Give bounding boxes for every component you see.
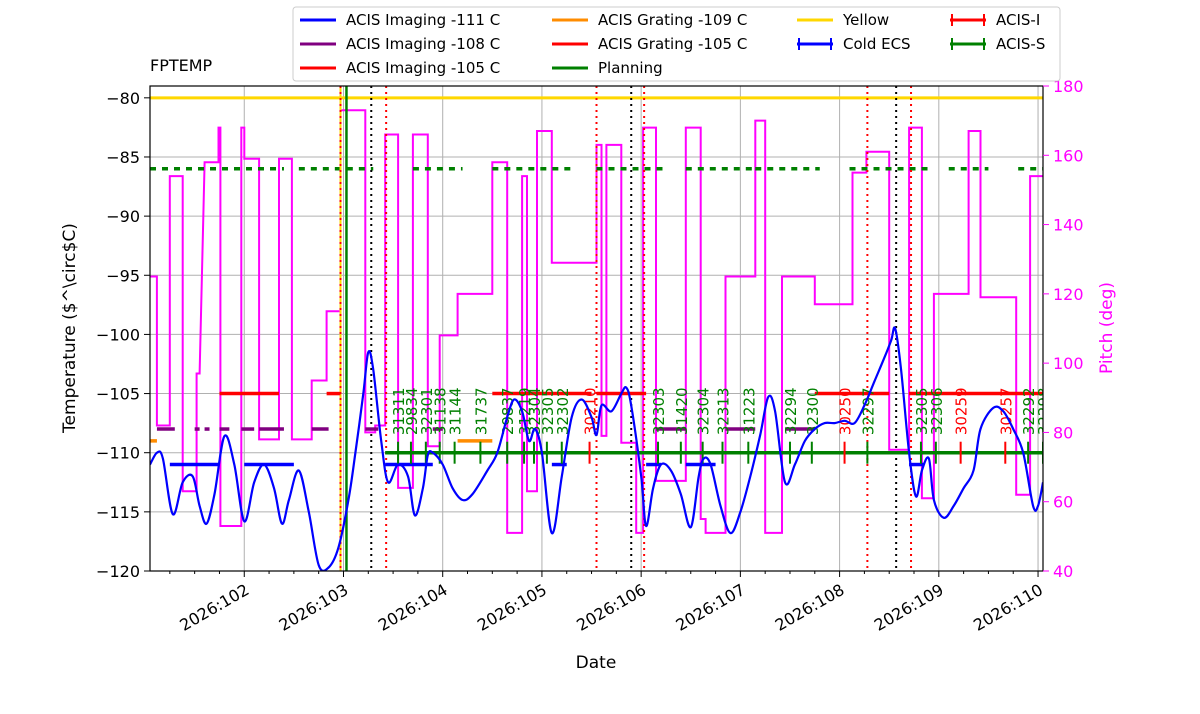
obsid-label: 32301	[418, 387, 436, 435]
legend-label: Cold ECS	[843, 35, 911, 53]
obsid-label: 31144	[447, 387, 465, 435]
y-tick-label: −120	[96, 562, 140, 581]
obsid-label: 32298	[1035, 387, 1053, 435]
obsid-label: 31223	[740, 387, 758, 435]
limit-bars	[150, 391, 1043, 467]
limit-lines	[150, 86, 1043, 571]
y2-tick-label: 140	[1053, 216, 1084, 235]
y-tick-label: −90	[106, 207, 140, 226]
x-axis-label: Date	[576, 653, 617, 673]
obsid-label: 31311	[390, 387, 408, 435]
obsid-label: 32302	[554, 387, 572, 435]
y-tick-label: −115	[96, 503, 140, 522]
y-tick-label: −105	[96, 385, 140, 404]
y2-axis-label: Pitch (deg)	[1097, 282, 1117, 374]
legend-label: ACIS Grating -109 C	[598, 11, 747, 29]
obsid-label: 32297	[859, 387, 877, 435]
obsid-label: 31219	[516, 387, 534, 435]
y-tick-label: −100	[96, 325, 140, 344]
obsid-label: 32304	[526, 387, 544, 435]
obsid-label: 32300	[804, 387, 822, 435]
obsid-label: 29834	[403, 387, 421, 435]
y2-tick-label: 180	[1053, 77, 1084, 96]
y2-tick-label: 160	[1053, 146, 1084, 165]
legend-frame	[292, 6, 1061, 82]
obsid-label: 32305	[913, 387, 931, 435]
y2-tick-label: 80	[1053, 423, 1073, 442]
y2-tick-label: 120	[1053, 285, 1084, 304]
legend-label: Planning	[598, 59, 663, 77]
obsid-label: 32313	[715, 387, 733, 435]
obsid-label: 31138	[432, 387, 450, 435]
y-tick-label: −95	[106, 266, 140, 285]
temperature-series	[150, 326, 1043, 571]
obsid-label: 32294	[782, 387, 800, 435]
pitch-line	[150, 109, 1043, 534]
obsid-label: 30210	[582, 387, 600, 435]
legend-label: ACIS Imaging -108 C	[346, 35, 500, 53]
legend-label: ACIS-I	[996, 11, 1040, 29]
obsid-label: 31420	[673, 387, 691, 435]
temperature-line	[150, 326, 1043, 571]
legend-label: Yellow	[842, 11, 889, 29]
legend-label: ACIS Imaging -105 C	[346, 59, 500, 77]
legend: ACIS Imaging -111 C ACIS Imaging -108 C AC…	[292, 6, 1061, 82]
obsid-label: 32292	[1020, 387, 1038, 435]
y2-tick-label: 60	[1053, 493, 1073, 512]
chart-title: FPTEMP	[150, 56, 213, 75]
obsid-label: 30259	[953, 387, 971, 435]
y-axis-label: Temperature ($^\circ$C)	[60, 223, 80, 434]
obsid-label: 32305	[539, 387, 557, 435]
plot-frame	[149, 85, 1044, 572]
legend-label: ACIS-S	[996, 35, 1045, 53]
obsid-label: 30250	[837, 387, 855, 435]
obsid-label: 32303	[650, 387, 668, 435]
y2-tick-label: 100	[1053, 354, 1084, 373]
pitch-series	[150, 109, 1043, 534]
legend-label: ACIS Grating -105 C	[598, 35, 747, 53]
obsid-label: 32306	[928, 387, 946, 435]
obsid-label: 31737	[472, 387, 490, 435]
y-tick-label: −80	[106, 89, 140, 108]
y2-tick-label: 40	[1053, 562, 1073, 581]
y-tick-label: −85	[106, 148, 140, 167]
obsid-label: 32304	[695, 387, 713, 435]
legend-label: ACIS Imaging -111 C	[346, 11, 500, 29]
y-tick-label: −110	[96, 444, 140, 463]
